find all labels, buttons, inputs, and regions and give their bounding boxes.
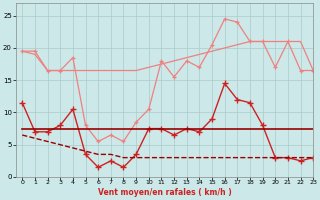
- X-axis label: Vent moyen/en rafales ( km/h ): Vent moyen/en rafales ( km/h ): [98, 188, 231, 197]
